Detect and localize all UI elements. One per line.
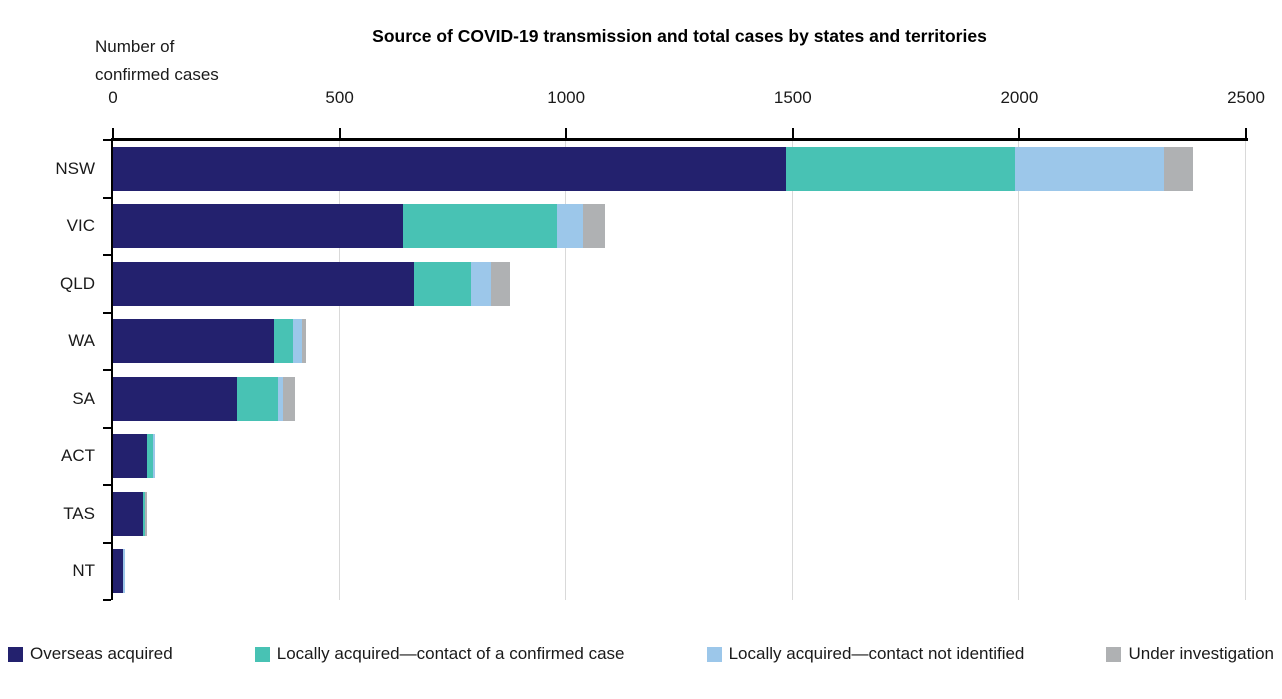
bar-segment	[292, 319, 302, 364]
y-tick-mark	[103, 311, 111, 314]
bar-segment	[273, 319, 293, 364]
gridline	[565, 140, 567, 600]
x-tick-label: 0	[108, 88, 118, 107]
bar-segment	[113, 434, 147, 479]
legend-swatch	[706, 646, 722, 662]
bar-segment	[414, 261, 472, 306]
bar-segment	[557, 204, 583, 249]
bar-row-qld	[113, 261, 510, 306]
category-label: TAS	[63, 503, 95, 523]
gridline	[1018, 140, 1020, 600]
x-tick-label: 1500	[773, 88, 812, 107]
x-axis-tick-labels: 0 500 1000 1500 2000 2500	[108, 88, 1265, 110]
x-tick-mark	[1018, 128, 1021, 138]
category-label: SA	[72, 388, 95, 408]
category-label: NSW	[55, 158, 95, 178]
bar-row-nsw	[113, 146, 1193, 191]
gridline	[1245, 140, 1246, 600]
legend-item: Locally acquired—contact of a confirmed …	[254, 644, 625, 664]
x-tick-mark	[565, 128, 568, 138]
x-tick-label: 500	[325, 88, 354, 107]
bar-segment	[113, 491, 143, 536]
legend-label: Overseas acquired	[30, 644, 173, 663]
bar-segment	[491, 261, 510, 306]
gridline	[791, 140, 793, 600]
bar-segment	[471, 261, 492, 306]
bar-segment	[786, 146, 1015, 191]
bar-segment	[152, 434, 155, 479]
x-axis-title-line1: Number of	[95, 37, 175, 56]
y-axis-category-labels: NSW VIC QLD WA SA ACT TAS NT	[0, 140, 105, 600]
bar-segment	[122, 549, 126, 594]
bar-segment	[237, 376, 278, 421]
bar-segment	[582, 204, 606, 249]
category-label: WA	[68, 331, 95, 351]
bar-segment	[403, 204, 558, 249]
bar-row-tas	[113, 491, 148, 536]
category-label: VIC	[66, 216, 95, 236]
x-axis-title-line2: confirmed cases	[95, 65, 219, 84]
bar-segment	[1164, 146, 1193, 191]
y-tick-mark	[103, 196, 111, 199]
plot-area	[103, 128, 1248, 601]
category-label: ACT	[61, 446, 95, 466]
legend: Overseas acquired Locally acquired—contac…	[8, 641, 1274, 667]
legend-label: Under investigation	[1128, 644, 1274, 663]
bar-segment	[282, 376, 296, 421]
bar-segment	[277, 376, 283, 421]
bar-row-act	[113, 434, 155, 479]
x-tick-label: 2500	[1227, 88, 1265, 107]
y-tick-mark	[103, 426, 111, 429]
legend-swatch	[8, 646, 23, 662]
x-tick-label: 1000	[547, 88, 586, 107]
y-tick-mark	[103, 254, 111, 256]
bar-segment	[301, 319, 307, 364]
x-tick-mark	[112, 128, 114, 138]
bar-row-vic	[113, 204, 606, 249]
y-tick-mark	[103, 139, 111, 141]
bar-segment	[113, 376, 238, 421]
bar-segment	[1014, 146, 1165, 191]
y-tick-mark	[103, 541, 111, 544]
bar-segment	[113, 319, 274, 364]
x-axis-title: Number of confirmed cases	[95, 33, 219, 89]
bar-segment	[142, 491, 146, 536]
legend-label: Locally acquired—contact not identified	[728, 644, 1025, 663]
y-tick-mark	[103, 599, 111, 601]
bar-row-wa	[113, 319, 307, 364]
bar-segment	[113, 204, 404, 249]
category-label: QLD	[60, 273, 95, 293]
x-tick-mark	[338, 128, 341, 138]
legend-swatch	[1106, 646, 1122, 662]
legend-item: Under investigation	[1106, 644, 1274, 664]
bar-segment	[113, 146, 786, 191]
bar-segment	[146, 434, 153, 479]
gridline	[338, 140, 340, 600]
legend-item: Locally acquired—contact not identified	[706, 644, 1025, 664]
legend-label: Locally acquired—contact of a confirmed …	[276, 644, 625, 663]
legend-swatch	[254, 646, 270, 662]
y-axis-line	[111, 138, 113, 600]
bar-segment	[113, 261, 415, 306]
bar-segment	[113, 549, 123, 594]
x-tick-mark	[791, 128, 794, 138]
y-tick-mark	[103, 369, 111, 371]
x-axis-line	[112, 138, 1248, 141]
x-tick-mark	[1245, 128, 1247, 138]
bar-row-sa	[113, 376, 296, 421]
x-tick-label: 2000	[1000, 88, 1039, 107]
category-label: NT	[72, 561, 95, 581]
y-tick-mark	[103, 484, 111, 486]
bar-segment	[145, 491, 148, 536]
legend-item: Overseas acquired	[8, 644, 173, 664]
bar-row-nt	[113, 549, 126, 594]
chart-title: Source of COVID-19 transmission and tota…	[372, 26, 987, 46]
